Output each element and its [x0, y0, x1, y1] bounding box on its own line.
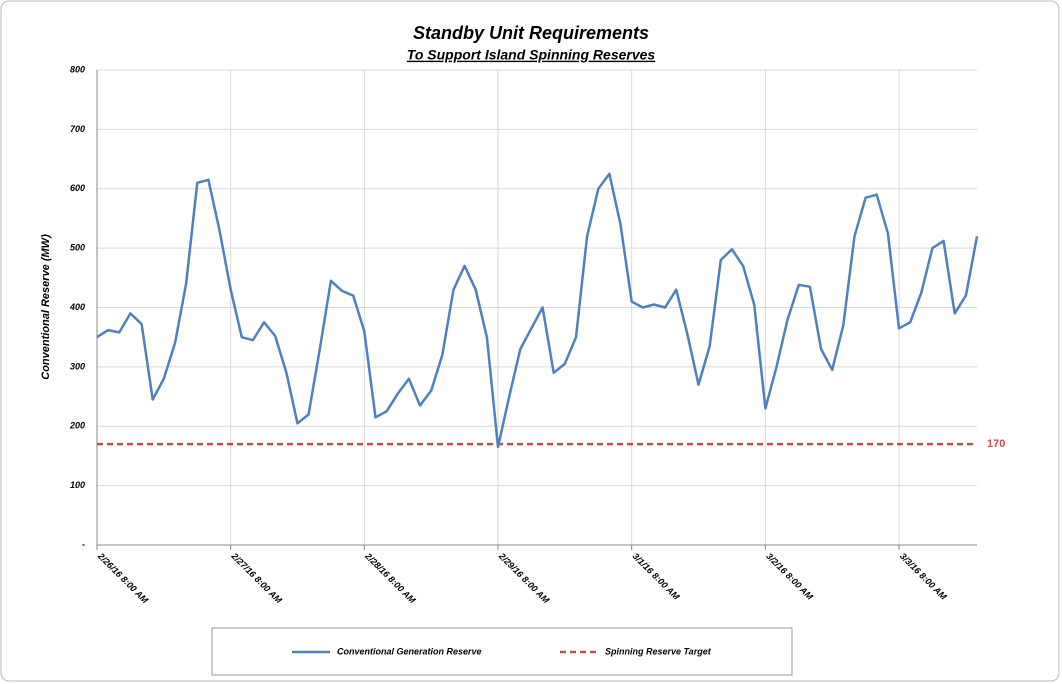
- y-tick-label: 200: [69, 421, 85, 431]
- y-tick-label: 600: [70, 183, 85, 193]
- y-tick-label: -: [82, 539, 85, 549]
- chart-title: Standby Unit Requirements: [413, 23, 649, 43]
- chart-subtitle: To Support Island Spinning Reserves: [407, 47, 656, 63]
- y-tick-label: 100: [70, 480, 85, 490]
- y-axis-label: Conventional Reserve (MW): [40, 234, 52, 380]
- y-tick-label: 300: [70, 361, 85, 371]
- y-tick-label: 500: [70, 243, 85, 253]
- y-tick-label: 800: [70, 64, 85, 74]
- reference-label: 170: [987, 438, 1005, 450]
- legend-label: Conventional Generation Reserve: [337, 646, 482, 656]
- y-tick-label: 700: [70, 124, 85, 134]
- y-tick-label: 400: [69, 302, 85, 312]
- data-line: [96, 172, 979, 449]
- legend-label: Spinning Reserve Target: [605, 646, 712, 656]
